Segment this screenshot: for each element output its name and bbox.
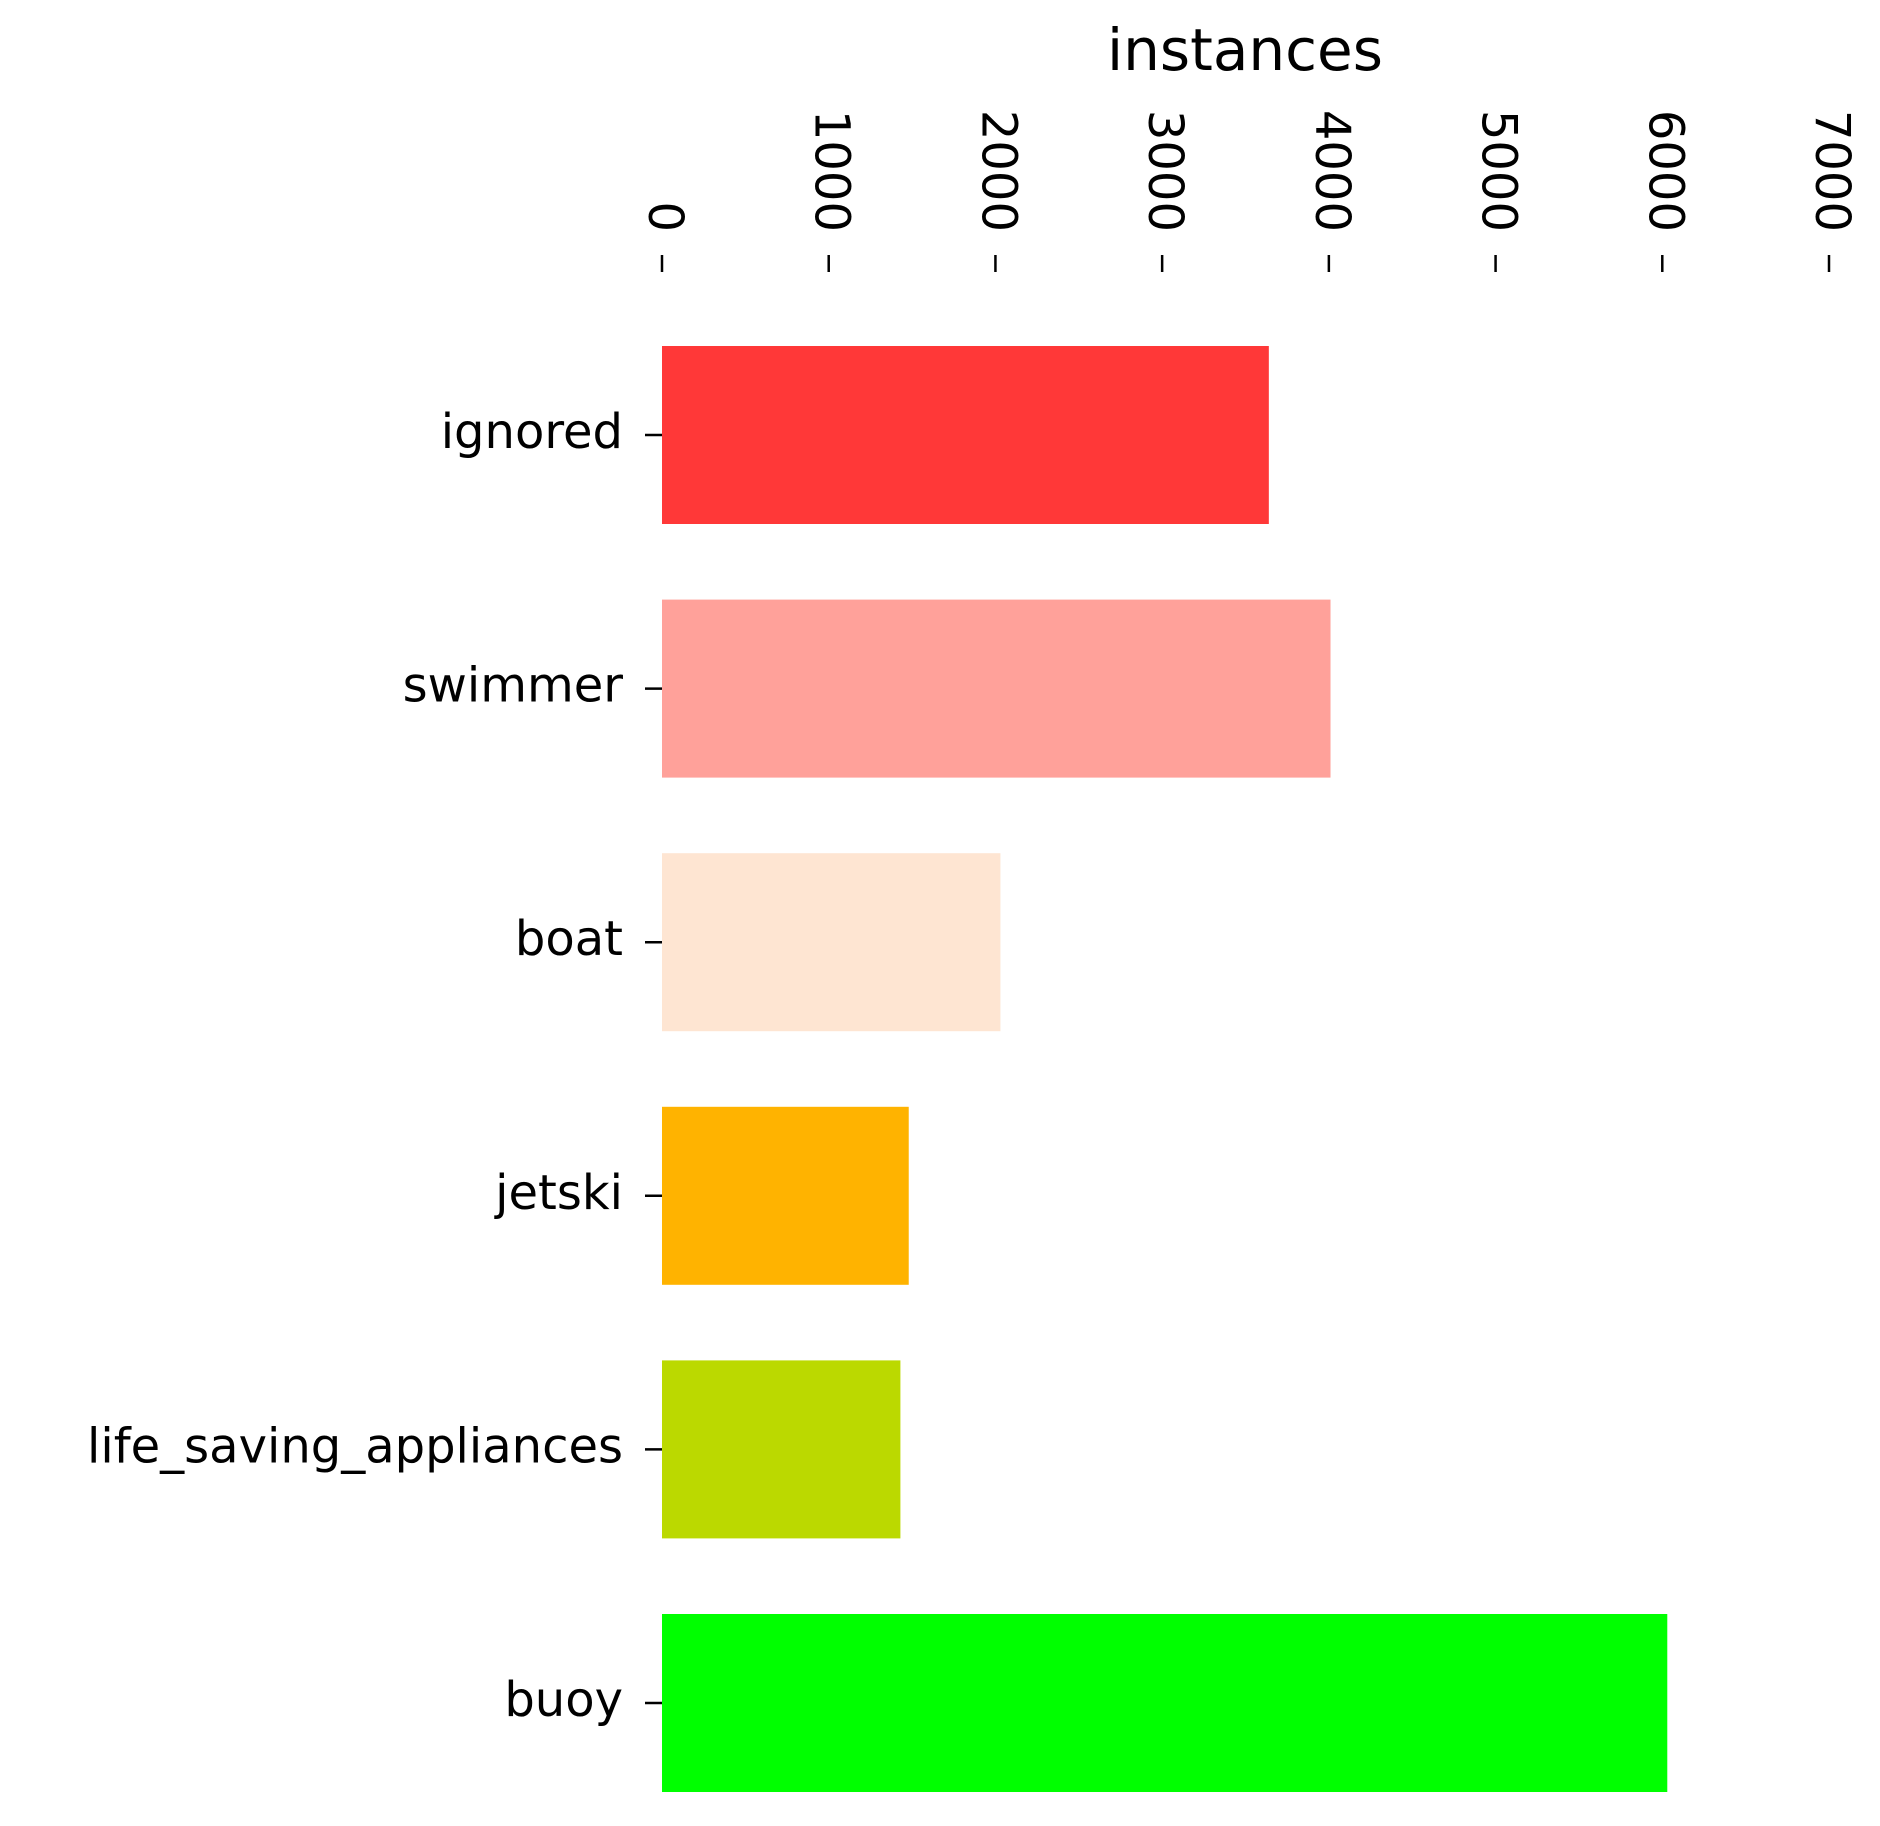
bar bbox=[662, 1360, 901, 1539]
y-tick-label: buoy bbox=[504, 1672, 623, 1728]
x-tick-label: 2000 bbox=[970, 110, 1026, 232]
y-tick-label: swimmer bbox=[403, 658, 624, 714]
x-axis-label: instances bbox=[1107, 16, 1383, 84]
x-tick-label: 7000 bbox=[1804, 110, 1860, 232]
bar bbox=[662, 346, 1269, 524]
bar bbox=[662, 853, 1001, 1032]
x-tick-label: 5000 bbox=[1471, 110, 1527, 232]
x-tick-label: 3000 bbox=[1137, 110, 1193, 232]
bar bbox=[662, 1614, 1668, 1792]
y-tick-label: life_saving_appliances bbox=[87, 1418, 623, 1474]
bar bbox=[662, 1106, 909, 1285]
bar bbox=[662, 599, 1331, 778]
y-tick-label: boat bbox=[515, 911, 623, 967]
x-tick-label: 0 bbox=[637, 201, 693, 232]
x-tick-label: 6000 bbox=[1637, 110, 1693, 232]
y-tick-label: ignored bbox=[441, 404, 623, 460]
x-tick-label: 1000 bbox=[804, 110, 860, 232]
x-tick-label: 4000 bbox=[1304, 110, 1360, 232]
y-tick-label: jetski bbox=[494, 1165, 623, 1221]
